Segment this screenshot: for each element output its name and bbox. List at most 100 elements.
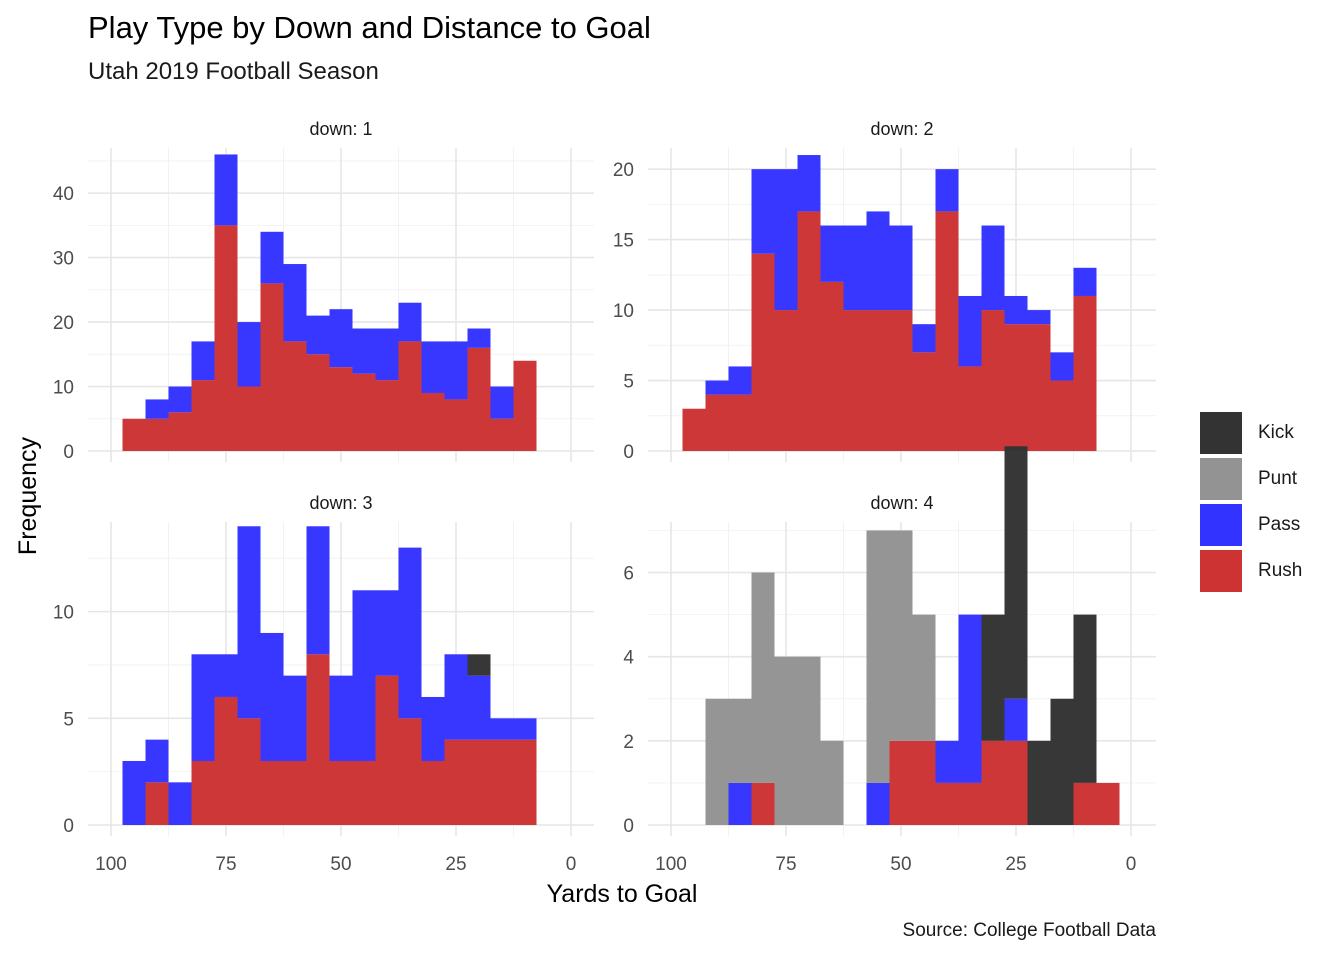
bar-rush (1073, 782, 1097, 825)
bar-pass (444, 341, 468, 400)
x-tick-label: 50 (890, 854, 911, 875)
bar-rush (705, 394, 729, 451)
bar-rush (283, 760, 307, 825)
bar-rush (329, 760, 353, 825)
bar-rush (981, 310, 1005, 451)
bar-pass (935, 169, 959, 212)
x-tick-label: 75 (775, 854, 796, 875)
bar-pass (214, 154, 238, 226)
bar-punt (751, 572, 775, 783)
bar-rush (191, 760, 215, 825)
legend-key-kick (1200, 412, 1242, 454)
bar-pass (145, 399, 169, 419)
legend-item-rush: Rush (1200, 548, 1302, 594)
bar-pass (912, 324, 936, 353)
y-tick-label: 40 (53, 184, 74, 205)
bar-pass (283, 264, 307, 342)
legend-key-rush (1200, 550, 1242, 592)
bar-rush (145, 418, 169, 451)
bar-rush (751, 253, 775, 451)
bar-rush (981, 740, 1005, 825)
bar-rush (889, 310, 913, 451)
bar-kick (1027, 740, 1051, 825)
bar-rush (168, 412, 192, 451)
bar-rush (467, 347, 491, 451)
bar-pass (306, 526, 330, 655)
facet-label: down: 1 (309, 119, 372, 139)
y-tick-label: 30 (53, 249, 74, 270)
bar-rush (145, 782, 169, 825)
bar-pass (398, 302, 422, 342)
bar-pass (889, 225, 913, 311)
bar-pass (866, 782, 890, 825)
bar-pass (421, 696, 445, 761)
bar-rush (1004, 324, 1028, 451)
bar-rush (912, 740, 936, 825)
y-tick-label: 10 (53, 378, 74, 399)
bar-pass (398, 547, 422, 719)
bar-pass (797, 155, 821, 212)
bar-pass (958, 614, 982, 783)
x-tick-label: 75 (215, 854, 236, 875)
bar-rush (889, 740, 913, 825)
legend-item-pass: Pass (1200, 502, 1302, 548)
bar-rush (191, 380, 215, 451)
bar-punt (889, 530, 913, 741)
bar-pass (728, 366, 752, 395)
bar-rush (1004, 740, 1028, 825)
y-tick-label: 0 (63, 816, 74, 837)
y-axis-title: Frequency (14, 436, 42, 555)
bar-pass (490, 718, 514, 740)
bar-rush (260, 760, 284, 825)
bar-rush (398, 718, 422, 825)
bar-rush (375, 380, 399, 451)
bar-pass (352, 328, 376, 374)
bar-pass (490, 386, 514, 419)
bar-rush (306, 654, 330, 825)
bar-rush (1073, 295, 1097, 451)
bar-pass (191, 341, 215, 381)
chart-subtitle: Utah 2019 Football Season (88, 58, 379, 85)
bar-rush (214, 225, 238, 451)
x-tick-label: 25 (1005, 854, 1026, 875)
chart-caption: Source: College Football Data (902, 920, 1156, 941)
bar-rush (421, 760, 445, 825)
bar-rush (843, 310, 867, 451)
bar-rush (935, 211, 959, 451)
bar-rush (398, 341, 422, 451)
bar-rush (352, 373, 376, 451)
bar-pass (237, 322, 261, 387)
bar-rush (237, 718, 261, 825)
bar-rush (122, 418, 146, 451)
bar-rush (237, 386, 261, 451)
bar-punt (820, 740, 844, 825)
bar-rush (935, 782, 959, 825)
bar-punt (866, 530, 890, 783)
bar-rush (513, 360, 537, 451)
bar-punt (774, 656, 798, 825)
bar-rush (490, 739, 514, 825)
y-tick-label: 0 (623, 816, 634, 837)
bar-rush (866, 310, 890, 451)
bar-pass (820, 225, 844, 282)
bar-punt (797, 656, 821, 825)
bar-pass (329, 675, 353, 761)
x-tick-label: 50 (330, 854, 351, 875)
bar-punt (912, 614, 936, 741)
bar-rush (797, 211, 821, 451)
legend-label-punt: Punt (1258, 468, 1298, 489)
bar-pass (260, 632, 284, 761)
bar-rush (1027, 324, 1051, 451)
bar-kick (467, 654, 491, 676)
legend-label-kick: Kick (1258, 422, 1294, 443)
legend: Kick Punt Pass Rush (1200, 410, 1302, 594)
y-tick-label: 2 (623, 732, 634, 753)
legend-label-pass: Pass (1258, 514, 1301, 535)
bar-rush (283, 341, 307, 451)
bar-pass (751, 169, 775, 254)
y-tick-label: 20 (53, 313, 74, 334)
bar-rush (467, 739, 491, 825)
y-tick-label: 6 (623, 564, 634, 585)
bar-kick (1004, 446, 1028, 699)
